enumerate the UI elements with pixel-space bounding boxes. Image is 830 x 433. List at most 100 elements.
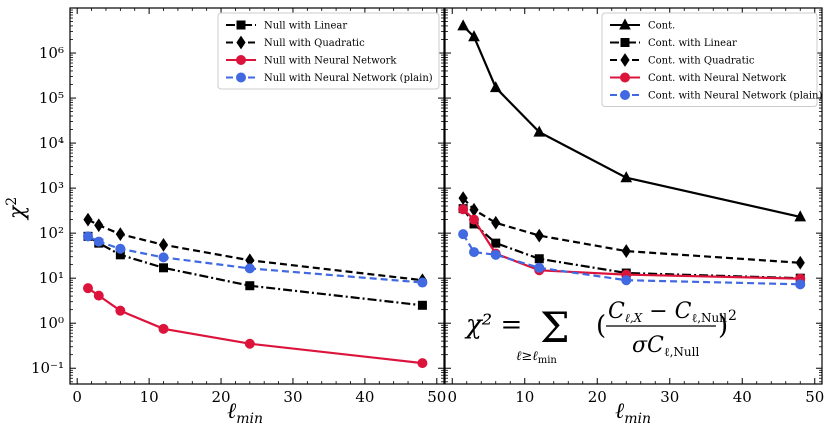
left-legend-label: Null with Linear xyxy=(264,21,347,32)
formula-lhs: χ² = xyxy=(464,310,522,340)
right-series-line xyxy=(462,208,801,280)
right-data-point xyxy=(489,81,502,93)
left-legend-swatch-marker xyxy=(236,55,246,65)
left-data-point xyxy=(245,281,255,291)
formula-open-paren: ( xyxy=(596,311,606,341)
right-legend-swatch-marker xyxy=(619,18,631,30)
left-x-tick-label: 0 xyxy=(72,388,82,406)
x-axis-title-left-sub: min xyxy=(236,411,263,427)
right-axes-frame xyxy=(444,7,823,385)
right-panel: 0 10 20 30 40 50 Cont. Cont. with Linear Cont. w… xyxy=(444,7,824,406)
left-data-point xyxy=(158,252,169,263)
left-data-point xyxy=(159,263,168,273)
left-data-point xyxy=(417,277,428,288)
left-data-point xyxy=(93,290,104,301)
right-data-point xyxy=(534,228,544,243)
x-axis-title-right-sub: min xyxy=(624,411,651,427)
svg-text:χ² =: χ² = xyxy=(464,310,522,340)
formula-sum-index: ℓ≥ℓ xyxy=(516,349,538,364)
right-series-1 xyxy=(458,204,805,283)
left-legend-label: Null with Neural Network xyxy=(264,56,397,67)
left-x-tick-label: 40 xyxy=(355,388,374,406)
formula-sum-index-sub: min xyxy=(538,355,558,366)
left-y-tick-label: 10⁴ xyxy=(39,134,64,152)
left-data-point xyxy=(244,338,255,349)
svg-text:ℓmin: ℓmin xyxy=(615,399,651,427)
left-x-tick-label: 10 xyxy=(140,388,159,406)
right-series-0 xyxy=(457,19,807,222)
formula-minus: − xyxy=(649,299,667,324)
left-y-tick-label: 10² xyxy=(39,224,64,242)
left-legend-label: Null with Neural Network (plain) xyxy=(264,73,433,84)
left-legend-label: Null with Quadratic xyxy=(264,38,365,49)
left-x-tick-label: 20 xyxy=(211,388,230,406)
right-x-tick-label: 50 xyxy=(805,388,824,406)
right-legend-box xyxy=(601,12,818,107)
left-series-1 xyxy=(83,212,428,288)
right-legend-label: Cont. with Neural Network (plain) xyxy=(648,91,822,102)
right-series-4 xyxy=(458,229,806,290)
svg-text:Σ: Σ xyxy=(540,303,570,352)
left-y-tick-label: 10⁵ xyxy=(39,89,64,107)
right-data-point xyxy=(795,279,806,290)
right-data-point xyxy=(458,191,468,206)
right-series-line xyxy=(462,208,801,280)
x-axis-title-right-base: ℓ xyxy=(615,399,625,424)
right-series-2 xyxy=(458,191,805,270)
right-data-point xyxy=(534,254,544,264)
left-x-tick-label: 30 xyxy=(283,388,302,406)
svg-text:Cℓ,X − Cℓ,Null: Cℓ,X − Cℓ,Null xyxy=(608,299,727,325)
right-x-tick-label: 40 xyxy=(733,388,752,406)
left-panel: 0 10 20 30 40 50 10⁻¹ 10⁰ 10¹ 10² 10³ 10⁴ 10⁵ 10⁶ Null… xyxy=(31,7,446,406)
right-data-point xyxy=(794,210,807,222)
right-legend-swatch-marker xyxy=(620,90,630,100)
right-legend-swatch-marker xyxy=(620,38,630,47)
formula-num2-sub: ℓ,Null xyxy=(691,311,727,325)
x-axis-title-left: ℓmin xyxy=(227,399,263,427)
left-series-0 xyxy=(83,231,427,310)
right-legend-label: Cont. with Quadratic xyxy=(648,56,755,67)
left-y-tick-label: 10⁶ xyxy=(39,44,64,62)
left-series-3 xyxy=(82,231,428,288)
left-data-point xyxy=(115,227,125,242)
right-data-point xyxy=(458,229,469,240)
right-data-point xyxy=(490,249,501,260)
left-x-tick-label: 50 xyxy=(427,388,446,406)
left-legend-swatch-marker xyxy=(236,72,246,83)
formula-denominator: σC xyxy=(632,333,664,358)
left-data-point xyxy=(115,305,126,316)
left-data-point xyxy=(115,243,126,254)
svg-text:σCℓ,Null: σCℓ,Null xyxy=(632,333,699,359)
left-legend-box xyxy=(217,12,440,90)
left-data-point xyxy=(82,231,93,242)
left-series-2 xyxy=(82,283,428,369)
formula-sum: Σ xyxy=(540,303,570,352)
left-data-point xyxy=(94,218,104,233)
right-data-point xyxy=(469,214,479,225)
right-legend-swatch-marker xyxy=(620,72,630,83)
left-series-line xyxy=(87,235,423,284)
right-data-point xyxy=(491,238,501,248)
svg-text:χ2: χ2 xyxy=(4,197,30,221)
right-data-point xyxy=(533,125,546,137)
left-axes-frame xyxy=(69,7,445,385)
left-data-point xyxy=(158,237,169,252)
y-axis-title-sup: 2 xyxy=(4,197,20,206)
left-series-line xyxy=(87,235,423,307)
right-legend: Cont. Cont. with Linear Cont. with Quadrat… xyxy=(601,12,822,107)
svg-text:): ) xyxy=(718,311,728,341)
left-data-point xyxy=(93,236,104,247)
left-series-line xyxy=(87,218,423,282)
left-y-tick-label: 10⁰ xyxy=(39,314,64,332)
right-data-point xyxy=(621,275,632,286)
y-axis-title-base: χ xyxy=(5,204,30,221)
right-x-tick-label: 10 xyxy=(515,388,534,406)
formula-power: 2 xyxy=(728,308,737,324)
right-data-point xyxy=(620,171,633,183)
right-x-tick-label: 30 xyxy=(660,388,679,406)
left-data-point xyxy=(158,323,169,334)
left-y-tick-label: 10³ xyxy=(39,179,64,197)
x-axis-title-left-base: ℓ xyxy=(227,399,237,424)
right-x-tick-label: 0 xyxy=(447,388,457,406)
